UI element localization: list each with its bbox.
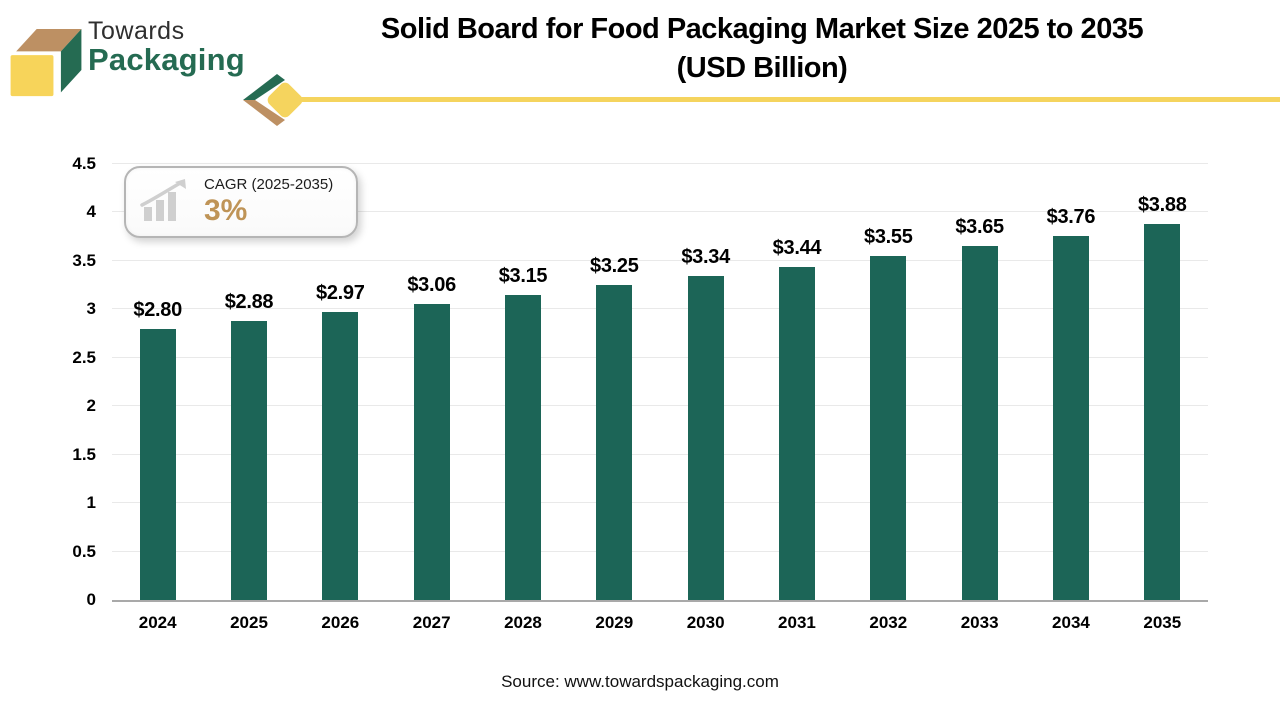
y-axis-tick-label: 0 [86,590,96,609]
bar-value-label: $3.65 [955,216,1004,239]
chart-title: Solid Board for Food Packaging Market Si… [250,10,1274,87]
cagr-badge-label: CAGR (2025-2035) [204,176,334,194]
gridline [112,259,1208,261]
bar-2029 [596,285,633,600]
y-axis-tick-label: 4 [86,202,96,222]
y-axis-tick-label: 3.5 [72,250,96,270]
x-axis-tick-label: 2024 [138,613,177,632]
y-axis-tick-label: 2.5 [72,347,96,367]
bar-group-2028: $3.15 [477,164,568,600]
x-axis-tick-label: 2034 [1052,613,1090,632]
bar-group-2034: $3.76 [1025,164,1116,600]
brand-logo-cube-icon [8,16,84,103]
x-axis-tick-label: 2030 [686,613,725,632]
bar-value-label: $2.97 [316,282,365,305]
bar-group-2026: $2.97 [295,164,386,600]
bar-value-label: $3.55 [864,226,913,249]
divider-line [292,97,1280,102]
divider-arrow-icon [233,72,313,133]
y-axis-tick-label: 2 [86,396,96,416]
x-axis-tick-label: 2032 [869,613,908,632]
x-axis-tick-label: 2031 [778,613,816,632]
cagr-badge-value: 3% [204,193,248,227]
bar-group-2027: $3.06 [386,164,477,600]
x-axis-tick-label: 2025 [230,613,268,632]
bar-value-label: $3.25 [590,255,639,278]
x-axis-labels: 2024 2025 2026 2027 2028 2029 2030 2031 2032 2033… [112,600,1208,633]
bar-group-2032: $3.55 [843,164,934,600]
bar-2032 [870,256,907,600]
bar-value-label: $3.34 [681,246,730,269]
gridline [112,211,1208,213]
bar-2028 [504,294,541,600]
bar-group-2035: $3.88 [1117,164,1208,600]
x-axis-tick-label: 2027 [412,613,451,632]
bar-group-2030: $3.34 [660,164,751,600]
bar-value-label: $3.44 [772,236,822,259]
bar-2026 [322,312,359,600]
plot-area: $2.80 $2.88 $2.97 $3.06 $3.15 $3.25 $3.34 $3.44… [72,154,1208,632]
y-axis-tick-label: 4.5 [72,154,96,173]
brand-logo-text: Towards Packaging [88,18,245,77]
chart-title-line1: Solid Board for Food Packaging Market Si… [380,13,1144,45]
y-axis-tick-label: 3 [86,299,96,319]
gridline [112,550,1208,552]
gridline [112,163,1208,164]
x-axis-tick-label: 2028 [504,613,542,632]
brand-name-line1: Towards [88,17,185,45]
bar-group-2024: $2.80 [112,164,203,600]
y-axis-tick-label: 1 [86,493,96,513]
bar-value-label: $2.80 [133,298,182,321]
growth-chart-icon [138,177,194,228]
bar-value-label: $3.15 [498,264,548,287]
bar-2025 [230,320,267,600]
brand-name-line2: Packaging [88,42,245,78]
bar-2031 [778,266,815,600]
bar-2027 [413,303,450,600]
cagr-badge: CAGR (2025-2035) 3% [124,166,358,238]
bar-value-label: $3.88 [1137,194,1187,217]
bar-group-2029: $3.25 [569,164,660,600]
bar-group-2033: $3.65 [934,164,1025,600]
gridline [112,453,1208,455]
gridline [112,356,1208,358]
bar-2035 [1144,224,1181,600]
bar-2030 [687,276,724,600]
bar-group-2025: $2.88 [203,164,294,600]
gridline [112,308,1208,310]
bar-value-label: $2.88 [224,290,274,313]
bar-value-label: $3.76 [1046,205,1096,228]
chart-title-line2: (USD Billion) [676,51,848,84]
y-axis-tick-label: 1.5 [72,444,96,464]
y-axis-tick-label: 0.5 [72,541,96,561]
x-axis-tick-label: 2035 [1143,613,1182,632]
bar-group-2031: $3.44 [751,164,842,600]
x-axis-tick-label: 2026 [321,613,360,632]
bar-2024 [139,328,176,600]
bar-2034 [1052,235,1089,600]
bar-value-label: $3.06 [407,273,456,296]
cagr-badge-text: CAGR (2025-2035) 3% [204,177,333,227]
gridline [112,405,1208,407]
x-axis-tick-label: 2029 [595,613,634,632]
bar-2033 [961,246,998,600]
bars-layer: $2.80 $2.88 $2.97 $3.06 $3.15 $3.25 $3.34 $3.44… [112,164,1208,600]
source-text: Source: www.towardspackaging.com [501,672,779,691]
gridline [112,502,1208,504]
x-axis-tick-label: 2033 [960,613,999,632]
